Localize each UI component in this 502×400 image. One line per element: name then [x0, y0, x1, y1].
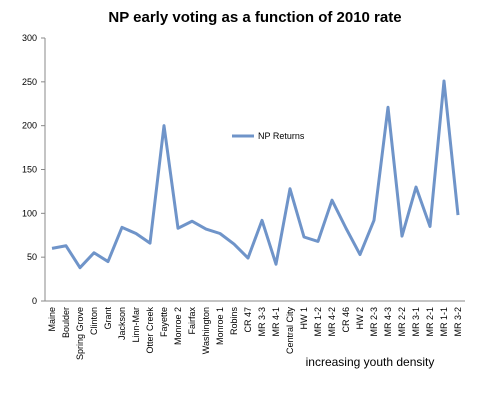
- x-tick-label: Monroe 1: [215, 307, 225, 345]
- x-tick-label: MR 2-3: [369, 307, 379, 337]
- series-line: [51, 79, 460, 270]
- x-tick-label: Monroe 2: [173, 307, 183, 345]
- x-tick-label: Spring Grove: [75, 307, 85, 360]
- x-axis-label: increasing youth density: [306, 355, 435, 369]
- x-tick-label: Fayette: [159, 307, 169, 337]
- chart-title: NP early voting as a function of 2010 ra…: [108, 9, 401, 26]
- x-tick-label: MR 3-3: [257, 307, 267, 337]
- x-tick-label: MR 1-2: [313, 307, 323, 337]
- x-tick-label: Linn-Mar: [131, 307, 141, 343]
- y-tick-label: 0: [32, 296, 37, 306]
- x-tick-label: MR 2-2: [397, 307, 407, 337]
- x-tick-label: MR 3-2: [453, 307, 463, 337]
- legend-label: NP Returns: [258, 131, 305, 141]
- y-tick-label: 150: [22, 165, 37, 175]
- x-tick-label: Robins: [229, 307, 239, 336]
- x-tick-label: Washington: [201, 307, 211, 354]
- x-tick-label: Fairfax: [187, 307, 197, 335]
- x-tick-label: MR 1-1: [439, 307, 449, 337]
- y-tick-label: 200: [22, 121, 37, 131]
- x-tick-label: MR 4-1: [271, 307, 281, 337]
- x-tick-label: Maine: [47, 307, 57, 332]
- x-tick-label: Central City: [285, 307, 295, 355]
- x-tick-label: HW 1: [299, 307, 309, 330]
- y-tick-label: 300: [22, 33, 37, 43]
- y-tick-label: 250: [22, 77, 37, 87]
- y-tick-label: 50: [27, 252, 37, 262]
- x-tick-label: Otter Creek: [145, 307, 155, 354]
- x-tick-label: Clinton: [89, 307, 99, 335]
- x-tick-label: MR 4-2: [327, 307, 337, 337]
- x-tick-label: CR 47: [243, 307, 253, 333]
- x-tick-label: Jackson: [117, 307, 127, 340]
- x-tick-label: HW 2: [355, 307, 365, 330]
- x-tick-label: Boulder: [61, 307, 71, 338]
- x-tick-label: MR 2-1: [425, 307, 435, 337]
- x-tick-label: Grant: [103, 307, 113, 330]
- x-tick-label: CR 46: [341, 307, 351, 333]
- x-tick-label: MR 4-3: [383, 307, 393, 337]
- y-tick-label: 100: [22, 208, 37, 218]
- x-tick-label: MR 3-1: [411, 307, 421, 337]
